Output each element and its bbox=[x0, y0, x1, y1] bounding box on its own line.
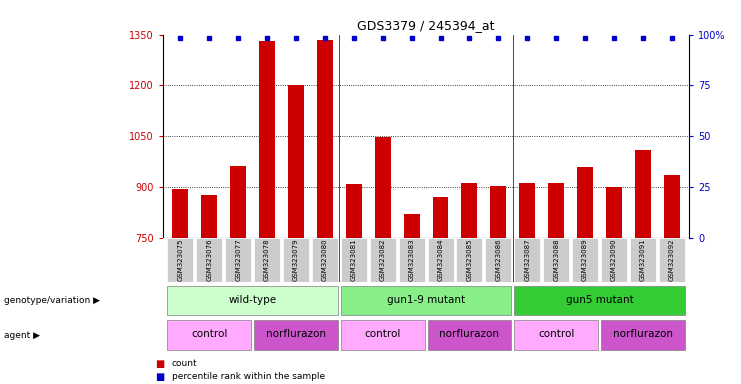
FancyBboxPatch shape bbox=[341, 320, 425, 350]
Bar bbox=[346, 184, 362, 238]
Bar bbox=[491, 185, 506, 238]
FancyBboxPatch shape bbox=[254, 238, 280, 282]
Bar bbox=[577, 167, 593, 238]
Text: GSM323092: GSM323092 bbox=[669, 239, 675, 281]
Text: GSM323086: GSM323086 bbox=[495, 239, 502, 281]
Text: GSM323087: GSM323087 bbox=[524, 239, 531, 281]
Text: GSM323075: GSM323075 bbox=[177, 239, 183, 281]
Text: wild-type: wild-type bbox=[228, 295, 276, 305]
Text: GSM323076: GSM323076 bbox=[206, 239, 212, 281]
Bar bbox=[404, 214, 419, 238]
Text: control: control bbox=[538, 329, 574, 339]
FancyBboxPatch shape bbox=[543, 238, 569, 282]
FancyBboxPatch shape bbox=[659, 238, 685, 282]
Text: ■: ■ bbox=[156, 372, 165, 382]
FancyBboxPatch shape bbox=[485, 238, 511, 282]
Text: GSM323081: GSM323081 bbox=[350, 239, 357, 281]
FancyBboxPatch shape bbox=[514, 238, 540, 282]
FancyBboxPatch shape bbox=[514, 320, 598, 350]
FancyBboxPatch shape bbox=[399, 238, 425, 282]
Bar bbox=[230, 166, 246, 238]
Text: GSM323082: GSM323082 bbox=[379, 239, 386, 281]
Bar bbox=[519, 183, 535, 238]
Text: genotype/variation ▶: genotype/variation ▶ bbox=[4, 296, 100, 305]
FancyBboxPatch shape bbox=[167, 320, 251, 350]
FancyBboxPatch shape bbox=[167, 238, 193, 282]
Text: ■: ■ bbox=[156, 359, 165, 369]
FancyBboxPatch shape bbox=[341, 286, 511, 315]
FancyBboxPatch shape bbox=[630, 238, 656, 282]
FancyBboxPatch shape bbox=[312, 238, 338, 282]
Text: count: count bbox=[172, 359, 198, 368]
Text: GSM323091: GSM323091 bbox=[640, 239, 646, 281]
FancyBboxPatch shape bbox=[225, 238, 251, 282]
Text: norflurazon: norflurazon bbox=[266, 329, 326, 339]
FancyBboxPatch shape bbox=[370, 238, 396, 282]
FancyBboxPatch shape bbox=[254, 320, 338, 350]
FancyBboxPatch shape bbox=[428, 238, 453, 282]
Bar bbox=[635, 150, 651, 238]
Bar bbox=[548, 183, 564, 238]
Text: GSM323079: GSM323079 bbox=[293, 239, 299, 281]
Text: control: control bbox=[365, 329, 401, 339]
Text: GSM323085: GSM323085 bbox=[466, 239, 473, 281]
Bar bbox=[173, 189, 188, 238]
Text: norflurazon: norflurazon bbox=[439, 329, 499, 339]
Text: GSM323078: GSM323078 bbox=[264, 239, 270, 281]
Bar bbox=[375, 137, 391, 238]
Bar bbox=[606, 187, 622, 238]
Bar bbox=[317, 40, 333, 238]
FancyBboxPatch shape bbox=[196, 238, 222, 282]
FancyBboxPatch shape bbox=[428, 320, 511, 350]
Bar bbox=[462, 183, 477, 238]
Text: gun1-9 mutant: gun1-9 mutant bbox=[387, 295, 465, 305]
FancyBboxPatch shape bbox=[514, 286, 685, 315]
Bar bbox=[288, 86, 304, 238]
Text: GSM323077: GSM323077 bbox=[235, 239, 241, 281]
Text: GSM323084: GSM323084 bbox=[437, 239, 444, 281]
Bar bbox=[664, 175, 679, 238]
Text: norflurazon: norflurazon bbox=[613, 329, 673, 339]
Text: GSM323090: GSM323090 bbox=[611, 239, 617, 281]
Title: GDS3379 / 245394_at: GDS3379 / 245394_at bbox=[357, 19, 495, 32]
FancyBboxPatch shape bbox=[572, 238, 598, 282]
FancyBboxPatch shape bbox=[341, 238, 367, 282]
Text: GSM323088: GSM323088 bbox=[554, 239, 559, 281]
Bar bbox=[202, 195, 217, 238]
Bar bbox=[433, 197, 448, 238]
Text: GSM323083: GSM323083 bbox=[408, 239, 415, 281]
Text: GSM323080: GSM323080 bbox=[322, 239, 328, 281]
FancyBboxPatch shape bbox=[167, 286, 338, 315]
FancyBboxPatch shape bbox=[283, 238, 309, 282]
Text: agent ▶: agent ▶ bbox=[4, 331, 40, 339]
FancyBboxPatch shape bbox=[601, 320, 685, 350]
FancyBboxPatch shape bbox=[456, 238, 482, 282]
Text: percentile rank within the sample: percentile rank within the sample bbox=[172, 372, 325, 381]
Text: gun5 mutant: gun5 mutant bbox=[565, 295, 634, 305]
Bar bbox=[259, 41, 275, 238]
Text: GSM323089: GSM323089 bbox=[582, 239, 588, 281]
FancyBboxPatch shape bbox=[601, 238, 627, 282]
Text: control: control bbox=[191, 329, 227, 339]
